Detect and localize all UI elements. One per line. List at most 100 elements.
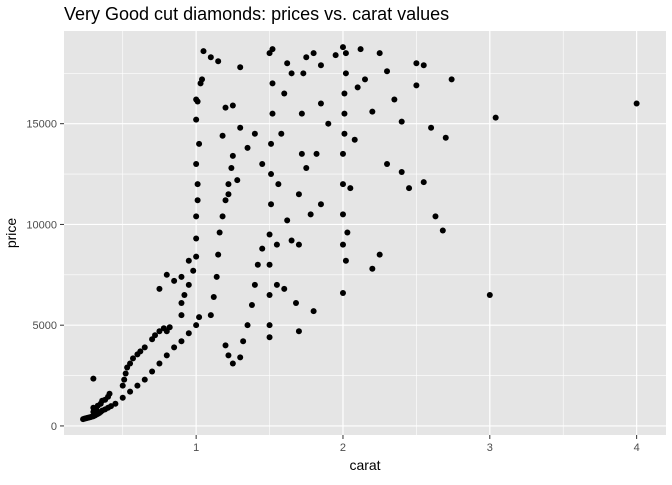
x-tick-label: 4 <box>634 442 640 454</box>
data-point <box>295 191 302 198</box>
x-axis-label: carat <box>349 457 380 473</box>
data-point <box>193 213 200 220</box>
data-point <box>273 281 280 288</box>
data-point <box>259 160 266 167</box>
data-point <box>298 150 305 157</box>
data-point <box>317 62 324 69</box>
data-point <box>266 231 273 238</box>
data-point <box>219 213 226 220</box>
data-point <box>229 102 236 109</box>
data-point <box>215 58 222 65</box>
data-point <box>237 124 244 131</box>
data-point <box>178 300 185 307</box>
data-points <box>80 44 640 423</box>
data-point <box>420 62 427 69</box>
data-point <box>266 322 273 329</box>
y-tick-label: 5000 <box>33 320 57 332</box>
data-point <box>269 80 276 87</box>
data-point <box>275 181 282 188</box>
data-point <box>295 328 302 335</box>
data-point <box>307 211 314 218</box>
data-point <box>251 281 258 288</box>
data-point <box>240 338 247 345</box>
y-tick-label: 10000 <box>26 219 57 231</box>
data-point <box>251 130 258 137</box>
grid-major <box>64 31 666 435</box>
data-point <box>222 104 229 111</box>
data-point <box>342 50 349 57</box>
data-point <box>351 136 358 143</box>
data-point <box>193 116 200 123</box>
data-point <box>339 181 346 188</box>
data-point <box>362 76 368 83</box>
data-point <box>391 96 398 103</box>
data-point <box>134 382 141 389</box>
data-point <box>342 70 349 77</box>
data-point <box>428 124 435 131</box>
data-point <box>106 390 113 397</box>
data-point <box>303 165 310 172</box>
data-point <box>432 213 439 220</box>
data-point <box>244 144 251 151</box>
data-point <box>633 100 640 107</box>
data-point <box>127 360 134 367</box>
data-point <box>325 120 332 127</box>
data-point <box>185 257 192 264</box>
data-point <box>112 400 119 407</box>
data-point <box>185 281 192 288</box>
data-point <box>193 96 200 103</box>
data-point <box>398 169 405 176</box>
data-point <box>207 54 214 61</box>
data-point <box>266 291 273 298</box>
data-point <box>141 344 148 351</box>
data-point <box>303 54 310 61</box>
data-point <box>384 68 391 75</box>
data-point <box>225 352 232 359</box>
y-axis-label: price <box>3 218 19 249</box>
data-point <box>342 257 349 264</box>
data-point <box>107 403 114 410</box>
data-point <box>439 227 446 234</box>
data-point <box>341 130 348 137</box>
data-point <box>171 277 178 284</box>
y-tick-label: 15000 <box>26 119 57 131</box>
data-point <box>384 160 391 167</box>
data-point <box>166 324 173 331</box>
data-point <box>266 334 273 341</box>
data-point <box>119 394 126 401</box>
x-axis: 1 2 3 4 <box>193 435 640 454</box>
data-point <box>288 70 295 77</box>
data-point <box>486 291 493 298</box>
data-point <box>284 217 291 224</box>
data-point <box>413 60 420 67</box>
data-point <box>281 285 288 292</box>
data-point <box>448 76 455 83</box>
data-point <box>369 108 376 115</box>
data-point <box>376 50 383 57</box>
data-point <box>193 235 200 242</box>
data-point <box>313 150 320 157</box>
data-point <box>215 251 222 258</box>
data-point <box>178 338 185 345</box>
data-point <box>254 261 261 268</box>
data-point <box>339 241 346 248</box>
data-point <box>149 368 156 375</box>
data-point <box>269 110 276 117</box>
data-point <box>284 60 291 67</box>
x-tick-label: 3 <box>487 442 493 454</box>
data-point <box>194 181 201 188</box>
data-point <box>222 197 229 204</box>
data-point <box>152 332 159 339</box>
data-point <box>376 251 383 258</box>
data-point <box>185 330 192 337</box>
data-point <box>317 100 324 107</box>
data-point <box>222 342 229 349</box>
data-point <box>357 46 364 53</box>
data-point <box>339 289 346 296</box>
data-point <box>121 376 128 383</box>
data-point <box>420 179 427 186</box>
data-point <box>339 211 346 218</box>
data-point <box>295 241 302 248</box>
data-point <box>213 273 220 280</box>
